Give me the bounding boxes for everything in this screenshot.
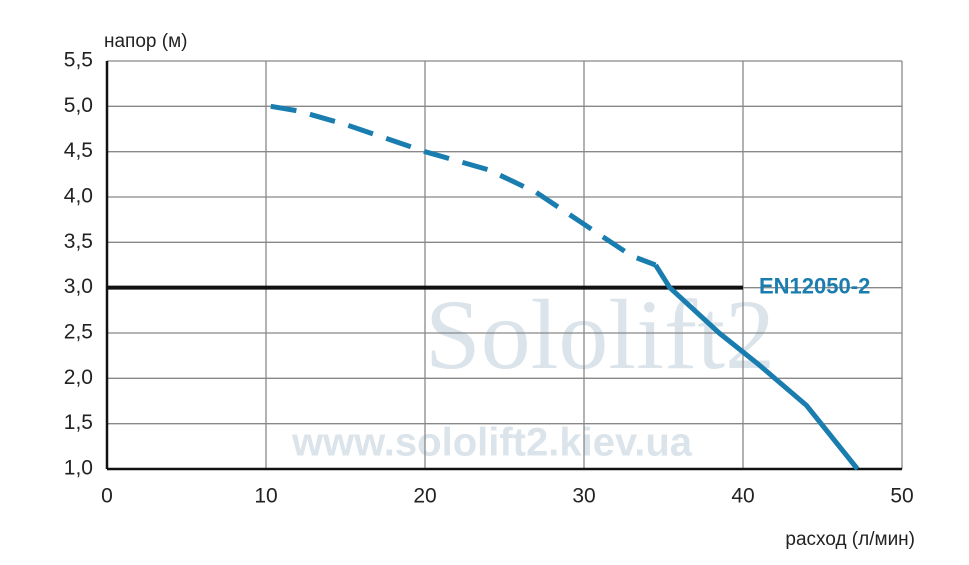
y-tick-label: 3,5 bbox=[64, 230, 93, 253]
y-tick-label: 5,5 bbox=[64, 49, 93, 72]
x-tick-label: 40 bbox=[731, 485, 754, 508]
y-tick-label: 2,0 bbox=[64, 366, 93, 389]
y-axis-label: напор (м) bbox=[104, 31, 187, 52]
x-tick-label: 20 bbox=[413, 485, 436, 508]
y-tick-label: 4,0 bbox=[64, 185, 93, 208]
y-tick-label: 3,0 bbox=[64, 275, 93, 298]
curve bbox=[653, 263, 860, 471]
y-tick-label: 5,0 bbox=[64, 94, 93, 117]
curve bbox=[270, 103, 657, 268]
y-tick-label: 2,5 bbox=[64, 321, 93, 344]
reference-label: EN12050-2 bbox=[759, 273, 870, 298]
x-tick-label: 0 bbox=[101, 485, 113, 508]
y-tick-label: 1,5 bbox=[64, 411, 93, 434]
watermark-url: www.sololift2.kiev.ua bbox=[291, 421, 693, 465]
x-tick-label: 10 bbox=[254, 485, 277, 508]
y-tick-label: 4,5 bbox=[64, 139, 93, 162]
x-tick-label: 30 bbox=[572, 485, 595, 508]
x-tick-label: 50 bbox=[890, 485, 913, 508]
x-axis-label: расход (л/мин) bbox=[785, 529, 915, 550]
y-tick-label: 1,0 bbox=[64, 457, 93, 480]
watermark: Sololift2 bbox=[425, 279, 775, 390]
